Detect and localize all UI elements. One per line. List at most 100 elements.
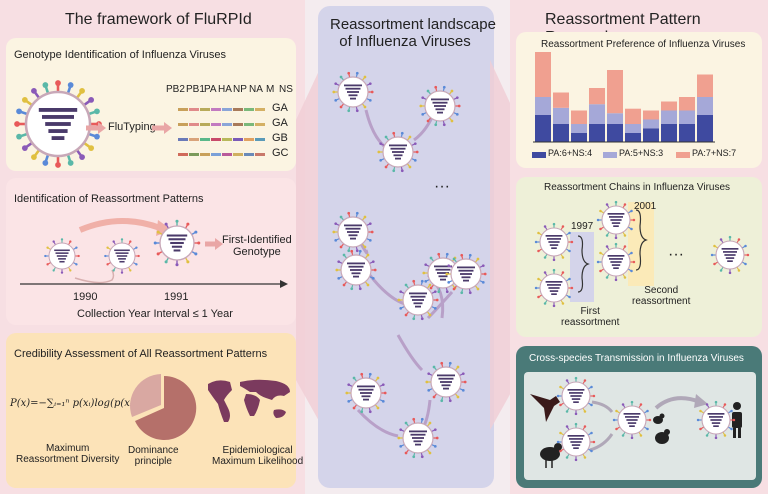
entropy-formula: P(x)=−∑ᵢ₌₁ⁿ p(xᵢ)log(p(xᵢ)) bbox=[10, 398, 140, 409]
segment-bar bbox=[244, 108, 254, 111]
segment-bar bbox=[189, 138, 199, 141]
middle-ellipsis: ··· bbox=[434, 178, 450, 195]
credibility-title: Credibility Assessment of All Reassortme… bbox=[14, 348, 268, 360]
virus-icon bbox=[332, 211, 374, 253]
segment-label-ha: HA bbox=[218, 84, 232, 95]
chains-year-1997: 1997 bbox=[571, 221, 594, 232]
segment-bar bbox=[200, 138, 210, 141]
segment-bar bbox=[233, 123, 243, 126]
bar-pa-7-ns-7 bbox=[553, 92, 569, 108]
legend-swatch bbox=[603, 152, 617, 158]
legend-swatch bbox=[676, 152, 690, 158]
australia bbox=[273, 409, 286, 418]
segment-bar bbox=[222, 108, 232, 111]
genotype-label: GB bbox=[272, 132, 288, 144]
curved-arrow-head bbox=[156, 220, 172, 236]
segment-bar bbox=[189, 123, 199, 126]
virus-icon bbox=[556, 422, 596, 462]
cross-arrow-3-head bbox=[694, 394, 708, 408]
human-icon bbox=[732, 402, 742, 438]
segment-bar bbox=[200, 108, 210, 111]
pie-slice bbox=[130, 374, 161, 417]
legend-label: PA:7+NS:7 bbox=[692, 148, 737, 158]
virus-icon bbox=[332, 71, 374, 113]
virus-icon bbox=[345, 372, 387, 414]
bar-pa-7-ns-7 bbox=[697, 74, 713, 97]
virus-icon bbox=[612, 400, 652, 440]
segment-label-pb1: PB1 bbox=[186, 84, 205, 95]
segment-label-pb2: PB2 bbox=[166, 84, 185, 95]
segment-bar bbox=[255, 138, 265, 141]
genotype-virus bbox=[14, 80, 102, 168]
segment-bar bbox=[222, 123, 232, 126]
cross-arrow-1 bbox=[591, 400, 614, 413]
segment-bar bbox=[222, 153, 232, 156]
bar-pa-5-ns-3 bbox=[571, 124, 587, 133]
virus-icon bbox=[419, 85, 461, 127]
second-reassortment-label: Second reassortment bbox=[632, 285, 691, 307]
virus-icon bbox=[397, 417, 439, 459]
legend-label: PA:6+NS:4 bbox=[548, 148, 593, 158]
cred-label-2: Dominance principle bbox=[128, 445, 179, 467]
cross-arrow-3 bbox=[654, 396, 701, 410]
bar-pa-7-ns-7 bbox=[607, 70, 623, 114]
bar-pa-6-ns-4 bbox=[661, 124, 677, 142]
virus-icon bbox=[556, 376, 596, 416]
flutyping-label: FluTyping bbox=[108, 121, 156, 133]
virus-icon bbox=[104, 238, 140, 274]
virus-icon bbox=[534, 222, 574, 262]
bird-icon-small bbox=[653, 413, 665, 424]
curved-arrow bbox=[78, 218, 162, 233]
virus-icon bbox=[425, 361, 467, 403]
bar-pa-7-ns-7 bbox=[643, 110, 659, 120]
bird-standing-icon bbox=[540, 443, 562, 468]
left-connector bbox=[296, 60, 324, 430]
chains-ellipsis: ··· bbox=[668, 246, 684, 263]
first-identified-label: First-Identified Genotype bbox=[222, 234, 292, 258]
cross-title: Cross-species Transmission in Influenza … bbox=[529, 353, 744, 364]
segment-bar bbox=[244, 138, 254, 141]
segment-bar bbox=[211, 108, 221, 111]
segment-bar bbox=[178, 153, 188, 156]
first-reassortment-label: First reassortment bbox=[561, 306, 620, 328]
bar-pa-5-ns-3 bbox=[625, 124, 641, 133]
genotype-title: Genotype Identification of Influenza Vir… bbox=[14, 49, 226, 61]
world-map-icon bbox=[208, 379, 290, 422]
segment-label-m: M bbox=[266, 84, 275, 95]
virus-icon bbox=[445, 253, 487, 295]
segment-bar bbox=[222, 138, 232, 141]
bird-flying-icon bbox=[530, 394, 560, 422]
bar-pa-5-ns-3 bbox=[589, 104, 605, 124]
segment-bar bbox=[255, 123, 265, 126]
bar-pa-6-ns-4 bbox=[625, 133, 641, 142]
timeline-arrowhead bbox=[280, 280, 288, 288]
year-1990: 1990 bbox=[73, 291, 98, 303]
bar-pa-6-ns-4 bbox=[571, 133, 587, 142]
bar-pa-6-ns-4 bbox=[697, 115, 713, 142]
segment-bar bbox=[200, 153, 210, 156]
segment-bar bbox=[211, 138, 221, 141]
cred-label-3: Epidemiological Maximum Likelihood bbox=[212, 445, 304, 467]
patterns-diagram bbox=[20, 218, 288, 288]
preference-bar-chart bbox=[533, 52, 715, 143]
bar-pa-5-ns-3 bbox=[661, 110, 677, 124]
segment-bar bbox=[189, 108, 199, 111]
segment-bar bbox=[233, 108, 243, 111]
bar-pa-6-ns-4 bbox=[589, 124, 605, 142]
legend-label: PA:5+NS:3 bbox=[619, 148, 664, 158]
virus-icon bbox=[596, 242, 636, 282]
virus-icon bbox=[335, 249, 377, 291]
pie-icon bbox=[130, 374, 197, 440]
segment-label-ns: NS bbox=[279, 84, 293, 95]
flutyping-arrows bbox=[86, 122, 172, 134]
segment-label-na: NA bbox=[249, 84, 263, 95]
bar-pa-7-ns-7 bbox=[535, 52, 551, 97]
segment-bar bbox=[244, 123, 254, 126]
africa bbox=[244, 394, 260, 416]
bar-pa-6-ns-4 bbox=[553, 124, 569, 142]
genotype-label: GC bbox=[272, 147, 289, 159]
segment-label-pa: PA bbox=[204, 84, 217, 95]
segment-bar bbox=[211, 123, 221, 126]
second-brace bbox=[635, 209, 648, 271]
segment-label-np: NP bbox=[233, 84, 247, 95]
